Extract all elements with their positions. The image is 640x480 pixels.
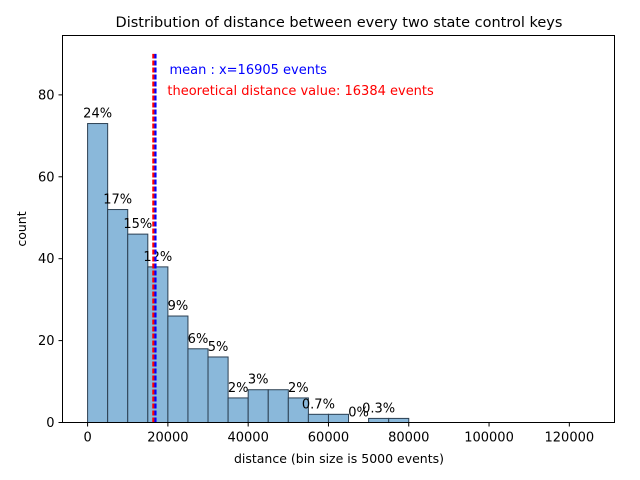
annotations-layer: theoretical distance value: 16384 events… [167, 63, 434, 99]
bar-percent-label: 0.7% [302, 397, 335, 412]
histogram-bar [207, 356, 229, 424]
bar-percent-label: 9% [168, 299, 189, 314]
bar-percent-label: 2% [288, 381, 309, 396]
histogram-bar [368, 417, 390, 423]
y-axis-label: count [14, 211, 29, 246]
histogram-bar [187, 348, 209, 423]
y-tick-label: 60 [38, 170, 55, 185]
histogram-bar [107, 209, 129, 423]
x-tick-label: 20000 [147, 431, 188, 446]
theoretical-distance-annotation: theoretical distance value: 16384 events [167, 84, 434, 99]
y-tick-label: 80 [38, 88, 55, 103]
bar-percent-label: 17% [103, 193, 132, 208]
histogram-bar [147, 266, 169, 423]
histogram-bar [87, 123, 109, 424]
bar-percent-label: 0% [348, 406, 369, 421]
y-tick-label: 40 [38, 252, 55, 267]
histogram-bar [267, 389, 289, 424]
histogram-bar [388, 417, 410, 423]
bar-percent-label: 5% [208, 340, 229, 355]
x-tick-label: 100000 [464, 431, 514, 446]
x-axis-label: distance (bin size is 5000 events) [234, 451, 444, 466]
x-tick-label: 120000 [545, 431, 595, 446]
bar-percent-label: 0.3% [362, 401, 395, 416]
bar-percent-label: 6% [188, 332, 209, 347]
x-tick-label: 60000 [308, 431, 349, 446]
bar-percent-label: 3% [248, 373, 269, 388]
x-tick-label: 0 [83, 431, 91, 446]
chart-title: Distribution of distance between every t… [116, 15, 563, 31]
histogram-bar [327, 413, 350, 423]
x-tick-label: 40000 [227, 431, 268, 446]
y-tick-label: 20 [38, 334, 55, 349]
y-tick-label: 0 [46, 416, 54, 431]
bar-percent-label: 2% [228, 381, 249, 396]
x-tick-label: 80000 [388, 431, 429, 446]
mean-annotation: mean : x=16905 events [169, 63, 327, 78]
bar-labels-layer: 24%17%15%12%9%6%5%2%3%2%0.7%0%0.3% [83, 107, 395, 421]
y-axis-ticks: 0 20 40 60 80 [38, 88, 63, 431]
bar-percent-label: 12% [143, 250, 172, 265]
reference-lines [152, 53, 157, 423]
histogram-bar [307, 413, 329, 423]
histogram-bar [247, 389, 269, 424]
histogram-bar [227, 397, 249, 423]
x-axis-ticks: 0 20000 40000 60000 80000 100000 120000 [83, 422, 595, 446]
plot-frame [62, 35, 615, 423]
bar-percent-label: 15% [123, 217, 152, 232]
bar-percent-label: 24% [83, 107, 112, 122]
histogram-bar [167, 315, 189, 423]
